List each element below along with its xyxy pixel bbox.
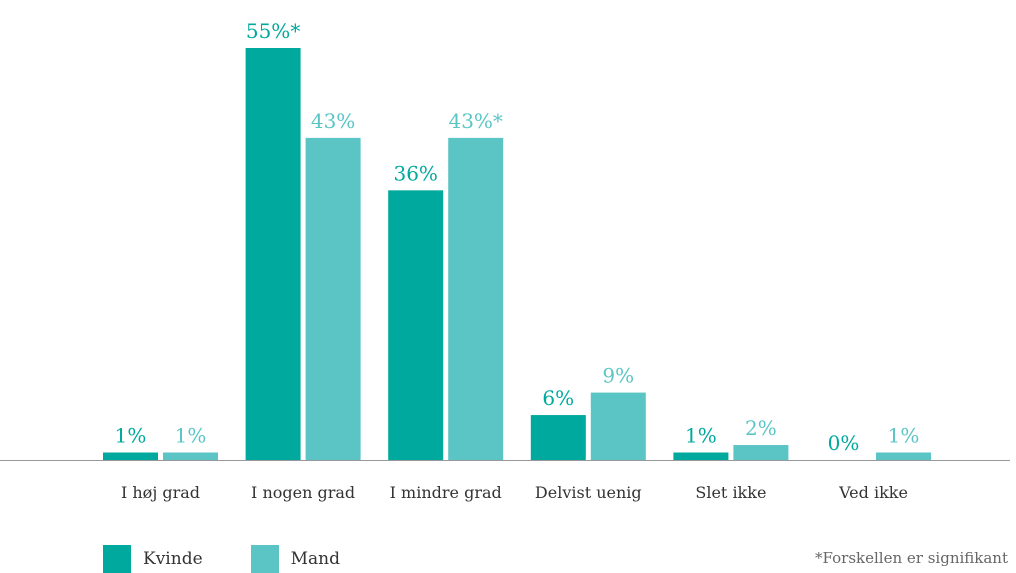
data-label-kvinde-3: 6%	[542, 386, 574, 410]
data-label-mand-3: 9%	[602, 364, 634, 388]
x-tick-label-3: Delvist uenig	[535, 483, 642, 502]
data-label-kvinde-1: 55%*	[246, 19, 300, 43]
data-label-kvinde-0: 1%	[115, 424, 147, 448]
legend-label-kvinde: Kvinde	[143, 549, 203, 569]
data-label-mand-4: 2%	[745, 416, 777, 440]
x-tick-label-2: I mindre grad	[390, 483, 502, 502]
data-label-mand-1: 43%	[311, 109, 355, 133]
data-label-kvinde-5: 0%	[828, 431, 860, 455]
chart-legend: Kvinde Mand	[103, 545, 388, 573]
x-tick-label-1: I nogen grad	[251, 483, 355, 502]
data-label-mand-5: 1%	[888, 424, 920, 448]
bar-kvinde-3	[530, 415, 586, 460]
bar-mand-3	[590, 392, 646, 460]
data-label-mand-0: 1%	[175, 424, 207, 448]
legend-item-mand: Mand	[250, 545, 341, 573]
legend-swatch-kvinde	[103, 545, 131, 573]
bar-mand-2	[448, 137, 504, 460]
chart-footnote: *Forskellen er signifikant	[815, 549, 1008, 567]
x-tick-label-4: Slet ikke	[695, 483, 766, 502]
bar-kvinde-4	[673, 452, 729, 460]
bar-mand-4	[733, 445, 789, 460]
data-label-kvinde-4: 1%	[685, 424, 717, 448]
legend-swatch-mand	[250, 545, 279, 573]
bar-mand-5	[876, 452, 931, 460]
data-label-mand-2: 43%*	[448, 109, 502, 133]
bar-mand-1	[305, 137, 361, 460]
bar-mand-0	[163, 452, 218, 460]
bar-kvinde-1	[245, 48, 301, 460]
x-tick-label-0: I høj grad	[121, 483, 200, 502]
legend-item-kvinde: Kvinde	[103, 545, 203, 573]
bar-kvinde-2	[388, 190, 444, 460]
data-label-kvinde-2: 36%	[393, 161, 437, 185]
bar-kvinde-0	[103, 452, 158, 460]
legend-label-mand: Mand	[290, 549, 341, 569]
x-tick-label-5: Ved ikke	[838, 483, 908, 502]
